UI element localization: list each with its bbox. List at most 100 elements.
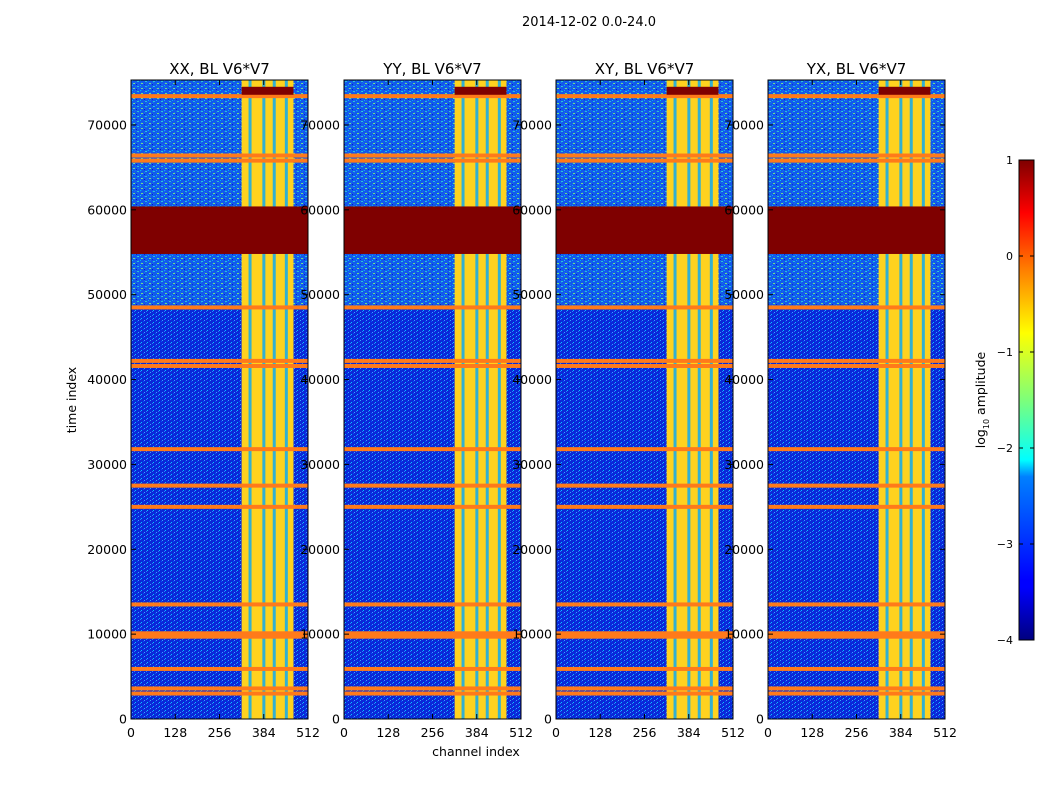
y-tick-label: 40000: [300, 372, 340, 387]
rfi-row: [556, 686, 733, 691]
x-tick-label: 384: [465, 725, 489, 740]
rfi-row: [344, 358, 521, 363]
band-stripe: [921, 80, 925, 719]
panels: XX, BL V6*V7 0 128 256 384 512 0 10000 20000 3000…: [87, 60, 957, 740]
y-axis-label: time index: [64, 367, 79, 433]
y-tick-label: 40000: [724, 372, 764, 387]
colorbar-tick-label: −4: [997, 634, 1013, 647]
band-stripe: [485, 80, 489, 719]
rfi-row: [768, 358, 945, 363]
rfi-row: [131, 686, 308, 691]
band-stripe: [475, 80, 479, 719]
y-tick-label: 60000: [512, 202, 552, 217]
x-tick-label: 512: [296, 725, 320, 740]
rfi-row: [344, 602, 521, 607]
colorbar-label-sub: 10: [982, 419, 991, 429]
x-tick-label: 0: [552, 725, 560, 740]
y-tick-label: 70000: [87, 117, 127, 132]
rfi-row: [768, 631, 945, 636]
y-tick-label: 20000: [300, 542, 340, 557]
x-tick-label: 256: [421, 725, 445, 740]
rfi-row: [344, 483, 521, 488]
band-stripe: [709, 80, 713, 719]
x-tick-label: 0: [127, 725, 135, 740]
colorbar-label: log10 amplitude: [973, 351, 991, 448]
y-tick-label: 30000: [87, 457, 127, 472]
y-tick-label: 10000: [87, 627, 127, 642]
y-tick-label: 60000: [300, 202, 340, 217]
panel-title: XX, BL V6*V7: [169, 60, 270, 78]
y-tick-label: 30000: [300, 457, 340, 472]
rfi-row: [344, 363, 521, 368]
x-tick-label: 512: [933, 725, 957, 740]
band-stripe: [248, 80, 252, 719]
rfi-row: [556, 305, 733, 310]
rfi-row: [344, 631, 521, 636]
rfi-row: [344, 691, 521, 696]
colorbar-label-rest: amplitude: [973, 351, 988, 418]
rfi-row: [131, 504, 308, 509]
colorbar-tick-label: −3: [997, 538, 1013, 551]
y-tick-label: 30000: [724, 457, 764, 472]
rfi-row: [344, 305, 521, 310]
figure-suptitle: 2014-12-02 0.0-24.0: [522, 15, 656, 30]
y-tick-label: 60000: [724, 202, 764, 217]
rfi-row: [131, 666, 308, 671]
panel-title: YX, BL V6*V7: [806, 60, 907, 78]
rfi-row: [768, 363, 945, 368]
band-stripe: [284, 80, 288, 719]
rfi-row: [131, 691, 308, 696]
rfi-row: [131, 94, 308, 99]
y-tick-label: 70000: [724, 117, 764, 132]
x-tick-label: 128: [800, 725, 824, 740]
y-tick-label: 10000: [512, 627, 552, 642]
band-stripe: [497, 80, 501, 719]
rfi-row: [131, 634, 308, 639]
x-tick-label: 128: [588, 725, 612, 740]
rfi-row: [344, 666, 521, 671]
colorbar-tick-label: 1: [1006, 154, 1013, 167]
rfi-row: [131, 363, 308, 368]
y-tick-label: 50000: [300, 287, 340, 302]
rfi-row: [768, 634, 945, 639]
rfi-row: [768, 666, 945, 671]
saturated-block: [344, 206, 521, 254]
rfi-row: [131, 483, 308, 488]
rfi-row: [768, 602, 945, 607]
x-tick-label: 512: [721, 725, 745, 740]
x-tick-label: 384: [889, 725, 913, 740]
rfi-row: [344, 447, 521, 452]
rfi-row: [556, 691, 733, 696]
panel-2: YY, BL V6*V7 0 128 256 384 512 0 10000 20000 3000…: [300, 60, 533, 740]
band-stripe: [262, 80, 266, 719]
x-tick-label: 128: [376, 725, 400, 740]
x-tick-label: 0: [764, 725, 772, 740]
rfi-row: [556, 602, 733, 607]
y-tick-label: 70000: [300, 117, 340, 132]
rfi-row: [556, 158, 733, 163]
rfi-row: [344, 94, 521, 99]
rfi-row: [131, 358, 308, 363]
colorbar-tick-label: −1: [997, 346, 1013, 359]
band-stripe: [673, 80, 677, 719]
y-tick-label: 0: [544, 712, 552, 727]
y-tick-label: 40000: [87, 372, 127, 387]
y-tick-label: 0: [756, 712, 764, 727]
y-tick-label: 10000: [300, 627, 340, 642]
top-saturated-cells: [241, 86, 294, 95]
y-tick-label: 30000: [512, 457, 552, 472]
y-tick-label: 50000: [87, 287, 127, 302]
rfi-row: [768, 447, 945, 452]
rfi-row: [344, 686, 521, 691]
rfi-row: [768, 483, 945, 488]
rfi-row: [344, 634, 521, 639]
rfi-row: [556, 666, 733, 671]
y-tick-label: 50000: [724, 287, 764, 302]
rfi-row: [131, 447, 308, 452]
rfi-row: [344, 504, 521, 509]
y-tick-label: 20000: [724, 542, 764, 557]
panel-title: YY, BL V6*V7: [382, 60, 481, 78]
band-stripe: [697, 80, 701, 719]
y-tick-label: 70000: [512, 117, 552, 132]
colorbar: 10−1−2−3−4 log10 amplitude: [973, 154, 1035, 647]
